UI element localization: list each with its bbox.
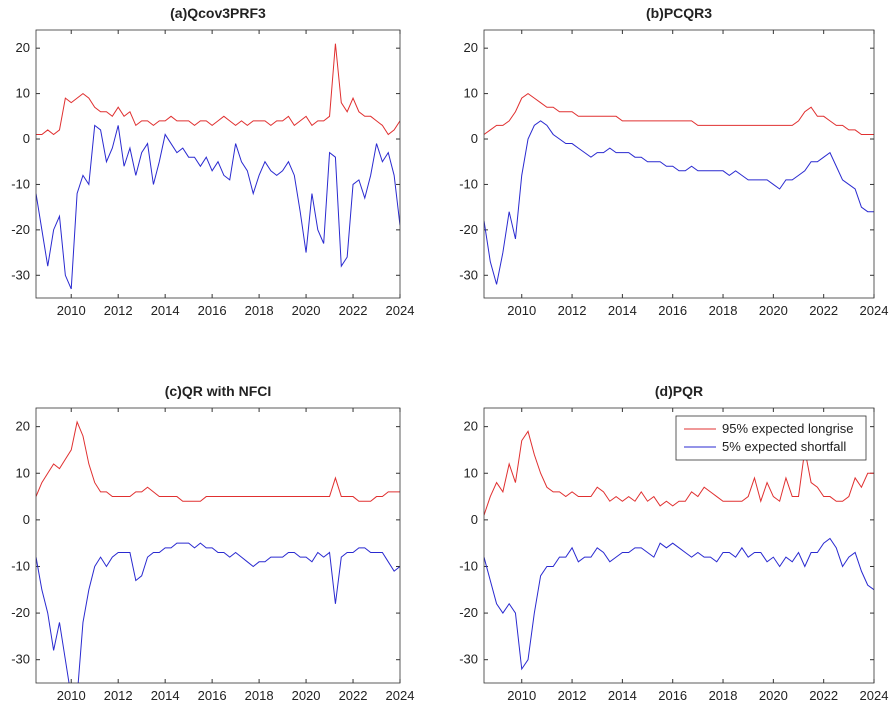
- y-tick-label: 0: [471, 131, 478, 146]
- x-tick-label: 2012: [558, 303, 587, 318]
- x-tick-label: 2022: [809, 688, 838, 703]
- chart-title: (b)PCQR3: [646, 5, 712, 21]
- y-tick-label: -30: [459, 267, 478, 282]
- y-tick-label: 0: [23, 512, 30, 527]
- y-tick-label: 10: [464, 86, 478, 101]
- x-tick-label: 2024: [386, 303, 415, 318]
- y-tick-label: 10: [464, 465, 478, 480]
- plot-area: [36, 408, 400, 683]
- legend-label: 5% expected shortfall: [722, 439, 846, 454]
- x-tick-label: 2022: [809, 303, 838, 318]
- x-tick-label: 2014: [151, 688, 180, 703]
- x-tick-label: 2010: [57, 303, 86, 318]
- axes-frame: [483, 29, 875, 299]
- x-tick-label: 2024: [386, 688, 415, 703]
- x-tick-label: 2024: [860, 688, 889, 703]
- y-tick-label: 10: [16, 86, 30, 101]
- series-line: [36, 542, 400, 683]
- x-tick-label: 2012: [104, 303, 133, 318]
- x-tick-label: 2010: [507, 303, 536, 318]
- x-tick-label: 2018: [245, 303, 274, 318]
- x-tick-label: 2014: [608, 688, 637, 703]
- y-tick-label: 20: [16, 419, 30, 434]
- y-tick-label: -10: [459, 558, 478, 573]
- x-tick-label: 2018: [709, 303, 738, 318]
- x-tick-label: 2020: [292, 688, 321, 703]
- chart-title: (c)QR with NFCI: [165, 383, 272, 399]
- plot-area: [484, 30, 874, 298]
- y-tick-label: 20: [464, 419, 478, 434]
- y-tick-label: -30: [11, 267, 30, 282]
- x-tick-label: 2022: [339, 688, 368, 703]
- y-tick-label: 20: [464, 40, 478, 55]
- series-line: [484, 537, 874, 671]
- x-tick-label: 2016: [198, 303, 227, 318]
- y-tick-label: 10: [16, 465, 30, 480]
- x-tick-label: 2012: [558, 688, 587, 703]
- x-tick-label: 2020: [292, 303, 321, 318]
- x-tick-label: 2010: [507, 688, 536, 703]
- series-line: [484, 92, 874, 135]
- series-line: [484, 120, 874, 285]
- series-line: [36, 124, 400, 290]
- x-tick-label: 2010: [57, 688, 86, 703]
- y-tick-label: -10: [11, 176, 30, 191]
- legend-label: 95% expected longrise: [722, 421, 854, 436]
- x-tick-label: 2014: [608, 303, 637, 318]
- y-tick-label: 20: [16, 40, 30, 55]
- x-tick-label: 2012: [104, 688, 133, 703]
- x-tick-label: 2018: [245, 688, 274, 703]
- y-tick-label: -30: [11, 652, 30, 667]
- series-line: [36, 420, 400, 502]
- x-tick-label: 2020: [759, 303, 788, 318]
- y-tick-label: -10: [11, 558, 30, 573]
- y-tick-label: 0: [23, 131, 30, 146]
- chart-title: (a)Qcov3PRF3: [170, 5, 266, 21]
- series-line: [36, 43, 400, 136]
- axes-frame: [35, 407, 401, 684]
- y-tick-label: 0: [471, 512, 478, 527]
- x-tick-label: 2016: [658, 688, 687, 703]
- x-tick-label: 2020: [759, 688, 788, 703]
- series-line: [484, 430, 874, 516]
- plot-area: [36, 30, 400, 298]
- y-tick-label: -20: [11, 222, 30, 237]
- x-tick-label: 2022: [339, 303, 368, 318]
- y-tick-label: -30: [459, 652, 478, 667]
- axes-frame: [35, 29, 401, 299]
- y-tick-label: -20: [459, 605, 478, 620]
- y-tick-label: -20: [459, 222, 478, 237]
- x-tick-label: 2018: [709, 688, 738, 703]
- y-tick-label: -20: [11, 605, 30, 620]
- x-tick-label: 2014: [151, 303, 180, 318]
- chart-title: (d)PQR: [655, 383, 703, 399]
- x-tick-label: 2024: [860, 303, 889, 318]
- axes-frame: [483, 407, 875, 684]
- x-tick-label: 2016: [198, 688, 227, 703]
- x-tick-label: 2016: [658, 303, 687, 318]
- legend-box: [675, 415, 867, 461]
- y-tick-label: -10: [459, 176, 478, 191]
